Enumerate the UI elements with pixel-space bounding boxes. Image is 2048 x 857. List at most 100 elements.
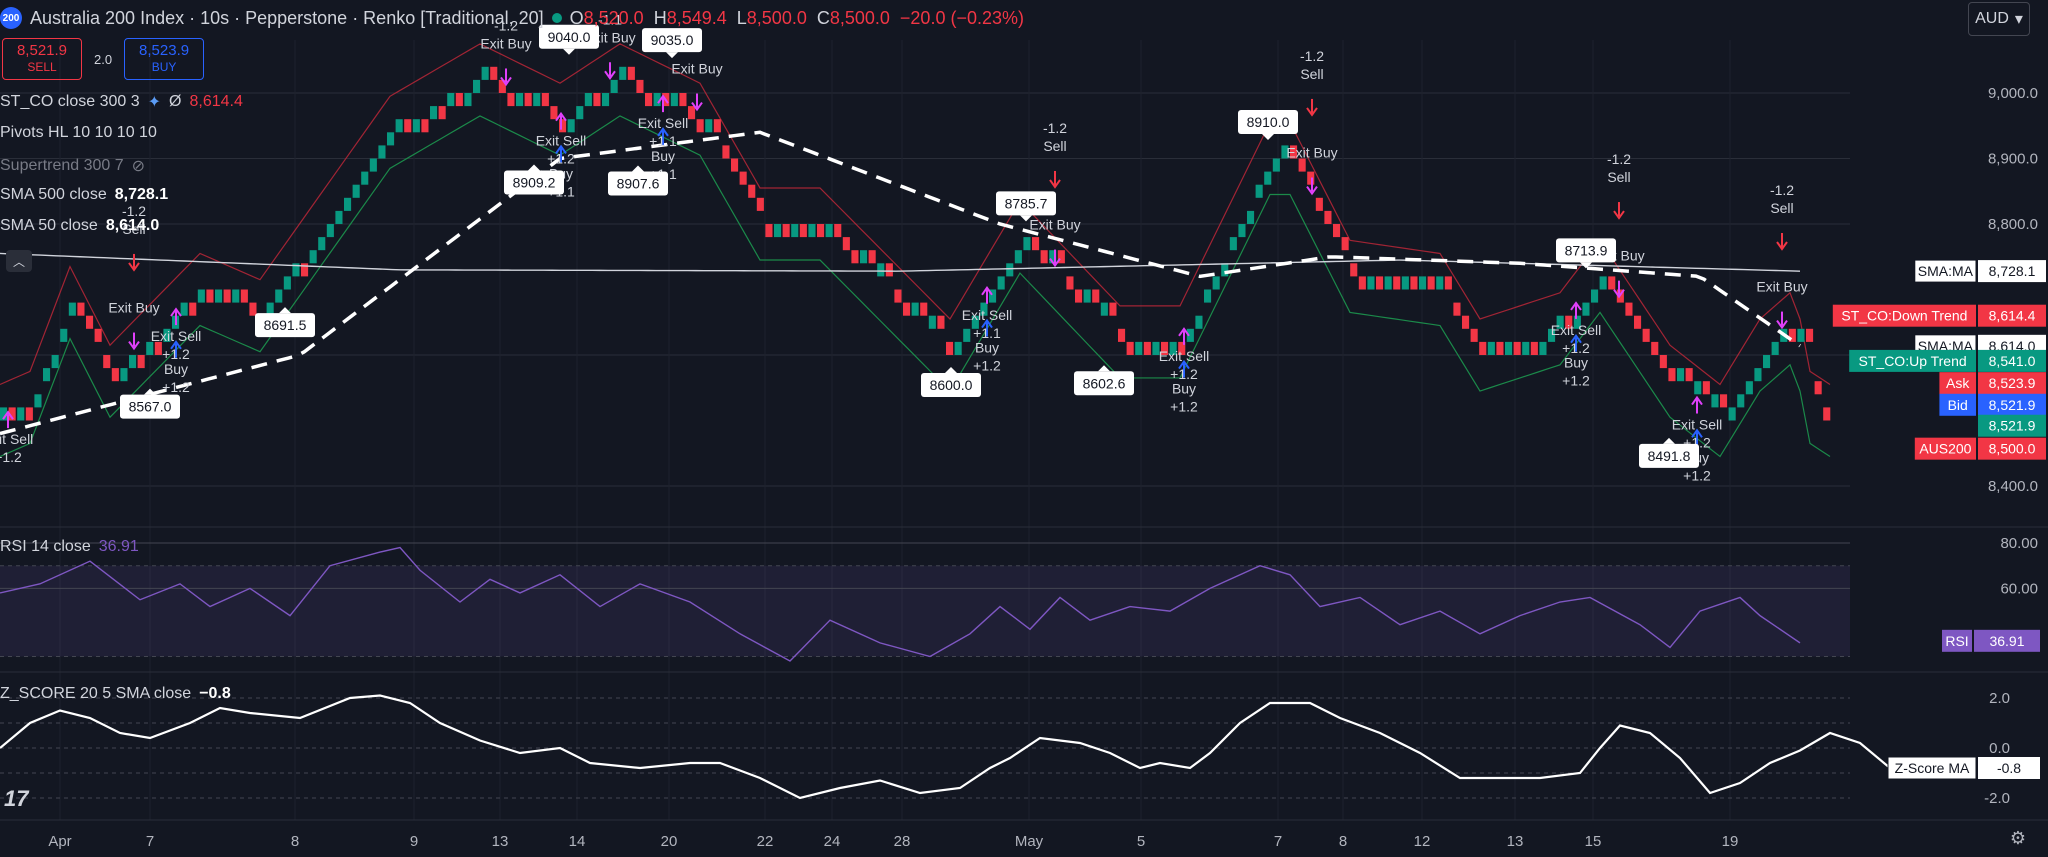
series-name-chip bbox=[1939, 393, 1976, 416]
chart-header: 200 Australia 200 Index · 10s · Pepperst… bbox=[0, 2, 1024, 34]
exit_sell-arrowhead-icon bbox=[1178, 327, 1190, 337]
empty-set-icon: Ø bbox=[169, 93, 182, 110]
symbol-title[interactable]: Australia 200 Index · 10s · Pepperstone … bbox=[30, 7, 544, 28]
pivot-pointer bbox=[666, 52, 678, 59]
series-name: Ask bbox=[1946, 375, 1970, 391]
legend-supertrend[interactable]: Supertrend 300 7 ⊘ bbox=[0, 156, 145, 176]
sma50-line bbox=[0, 130, 1801, 436]
signal-label: Exit Sell bbox=[536, 133, 587, 149]
signal-label: Exit Sell bbox=[1672, 417, 1723, 433]
signal-label: Sell bbox=[122, 221, 145, 237]
renko-brick-up bbox=[378, 145, 386, 159]
renko-brick-down bbox=[94, 328, 102, 342]
legend-st-co-value: 8,614.4 bbox=[189, 93, 243, 110]
renko-brick-down bbox=[1453, 302, 1461, 316]
sell-arrowhead-icon bbox=[1306, 107, 1318, 117]
time-tick: 24 bbox=[824, 833, 841, 850]
price-labels: SMA:MA 8,728.1 ST_CO:Down Trend 8,614.4 SMA:… bbox=[1832, 259, 2046, 780]
renko-brick-up bbox=[705, 119, 713, 133]
legend-zscore-value: −0.8 bbox=[199, 685, 231, 702]
zscore-chip-value: -0.8 bbox=[1997, 760, 2021, 776]
collapse-legend-button[interactable]: ︿ bbox=[6, 250, 32, 272]
renko-brick-up bbox=[352, 184, 360, 198]
gear-icon[interactable]: ⚙ bbox=[2009, 828, 2026, 848]
renko-brick-down bbox=[1806, 328, 1814, 342]
signal-label: Buy bbox=[1564, 355, 1588, 371]
buy-button[interactable]: 8,523.9 BUY bbox=[124, 38, 205, 80]
renko-brick-up bbox=[197, 289, 205, 303]
time-tick: 9 bbox=[410, 833, 418, 850]
rsi-tick: 80.00 bbox=[2000, 535, 2038, 552]
renko-brick-up bbox=[1281, 145, 1289, 159]
renko-brick-up bbox=[1522, 341, 1530, 355]
renko-brick-down bbox=[739, 171, 747, 185]
renko-brick-down bbox=[894, 289, 902, 303]
signal-label: Exit Buy bbox=[1286, 145, 1337, 161]
renko-brick-down bbox=[1178, 341, 1186, 355]
renko-brick-down bbox=[937, 315, 945, 329]
signal-label: Exit Buy bbox=[108, 300, 159, 316]
globe-icon[interactable]: ✦ bbox=[147, 94, 162, 111]
symbol-badge[interactable]: 200 bbox=[0, 7, 22, 29]
renko-brick-down bbox=[111, 368, 119, 382]
signal-label: Exit Buy bbox=[671, 61, 722, 77]
eye-hidden-icon[interactable]: ⊘ bbox=[131, 158, 146, 175]
renko-brick-up bbox=[602, 93, 610, 107]
zscore-pane[interactable] bbox=[0, 694, 1891, 800]
renko-brick-down bbox=[455, 93, 463, 107]
signal-value: +1.2 bbox=[162, 379, 190, 395]
legend-st-co[interactable]: ST_CO close 300 3 ✦ Ø 8,614.4 bbox=[0, 92, 243, 112]
renko-brick-down bbox=[627, 66, 635, 80]
signal-label: Sell bbox=[1300, 66, 1323, 82]
legend-sma500[interactable]: SMA 500 close 8,728.1 bbox=[0, 186, 168, 204]
series-value: 8,614.4 bbox=[1989, 308, 2036, 324]
legend-sma50-value: 8,614.0 bbox=[105, 217, 160, 234]
renko-brick-up bbox=[1745, 381, 1753, 395]
renko-brick-up bbox=[1195, 315, 1203, 329]
legend-rsi[interactable]: RSI 14 close 36.91 bbox=[0, 538, 139, 556]
renko-brick-up bbox=[971, 315, 979, 329]
renko-brick-down bbox=[1393, 276, 1401, 290]
renko-brick-up bbox=[997, 276, 1005, 290]
pivot-pointer bbox=[144, 388, 156, 395]
series-value-chip bbox=[1978, 414, 2046, 437]
renko-brick-down bbox=[1496, 341, 1504, 355]
renko-brick-up bbox=[954, 341, 962, 355]
buy-label: BUY bbox=[151, 60, 177, 74]
time-axis[interactable]: Apr 7 8 9 13 14 20 22 24 28 May 5 7 8 12 13 15 19 bbox=[48, 833, 1738, 850]
tradingview-logo-icon[interactable]: 17 bbox=[4, 786, 29, 811]
series-name-chip bbox=[1849, 349, 1976, 372]
renko-brick-up bbox=[292, 263, 300, 277]
renko-brick-up bbox=[309, 250, 317, 264]
renko-brick-down bbox=[249, 302, 257, 316]
renko-brick-up bbox=[1763, 355, 1771, 369]
renko-brick-down bbox=[1040, 250, 1048, 264]
price-tick: 9,000.0 bbox=[1988, 85, 2038, 102]
pivot-label-box bbox=[504, 170, 564, 195]
renko-brick-down bbox=[756, 197, 764, 211]
renko-brick-down bbox=[1333, 224, 1341, 238]
rsi-pane[interactable] bbox=[0, 542, 1850, 662]
legend-sma50[interactable]: SMA 50 close 8,614.0 bbox=[0, 217, 159, 235]
legend-pivots[interactable]: Pivots HL 10 10 10 10 bbox=[0, 124, 157, 142]
legend-zscore[interactable]: Z_SCORE 20 5 SMA close −0.8 bbox=[0, 685, 231, 703]
series-value-chip bbox=[1978, 437, 2046, 460]
buy-arrowhead-icon bbox=[657, 127, 669, 137]
pivot-pointer bbox=[528, 164, 540, 171]
signal-value: +1.2 bbox=[1683, 467, 1711, 483]
series-value: 8,728.1 bbox=[1989, 263, 2036, 279]
renko-brick-up bbox=[1367, 276, 1375, 290]
sell-button[interactable]: 8,521.9 SELL bbox=[2, 38, 82, 80]
moving-averages bbox=[0, 130, 1801, 436]
renko-brick-down bbox=[1118, 328, 1126, 342]
currency-selector[interactable]: AUD ▾ bbox=[1968, 2, 2030, 36]
renko-brick-down bbox=[77, 302, 85, 316]
signal-value: -1.2 bbox=[1770, 182, 1794, 198]
pivot-labels: 9040.0 9035.0 8910.0 8785.7 8713.9 8909.2 8907… bbox=[120, 24, 1699, 468]
renko-brick-down bbox=[1298, 158, 1306, 172]
renko-brick-down bbox=[1358, 276, 1366, 290]
renko-brick-up bbox=[1548, 328, 1556, 342]
zscore-tick: 2.0 bbox=[1989, 690, 2010, 707]
sell-arrowhead-icon bbox=[1049, 179, 1061, 189]
